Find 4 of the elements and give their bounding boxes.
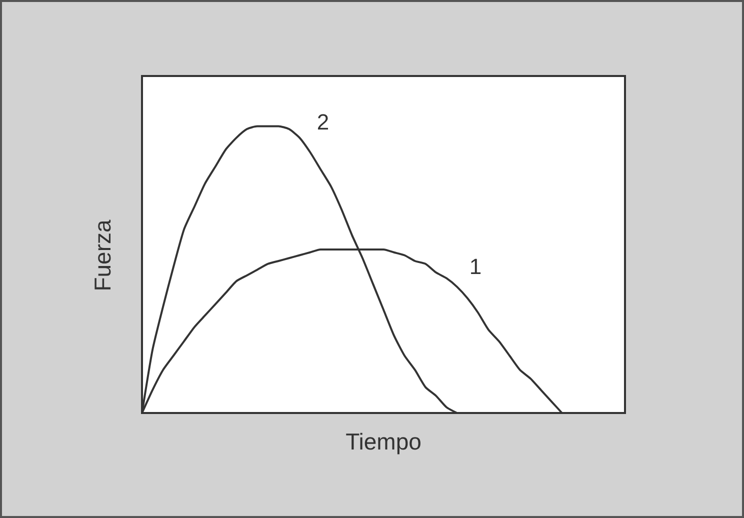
series-label: 2 bbox=[316, 110, 330, 135]
x-axis-title: Tiempo bbox=[346, 428, 422, 454]
series-label: 1 bbox=[469, 254, 482, 279]
y-axis-title: Fuerza bbox=[90, 220, 116, 292]
